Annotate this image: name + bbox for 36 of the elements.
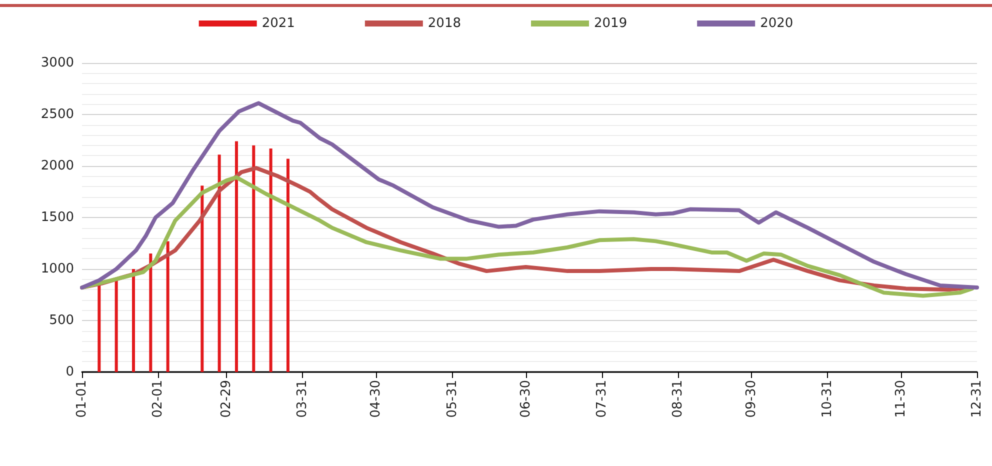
y-tick-label: 3000 — [40, 56, 74, 70]
x-tick-label: 09-30 — [744, 380, 759, 418]
x-tick-label: 03-31 — [295, 380, 310, 418]
x-tick-label: 12-31 — [970, 380, 984, 418]
bar — [269, 148, 272, 372]
y-tick-label: 1000 — [40, 262, 74, 276]
bar — [286, 158, 290, 372]
bar — [234, 141, 238, 372]
bar — [166, 241, 170, 372]
bar — [218, 154, 221, 372]
legend-label: 2020 — [760, 16, 794, 31]
legend-label: 2019 — [594, 16, 628, 31]
y-tick-label: 1500 — [40, 210, 74, 225]
x-tick-label: 10-31 — [820, 380, 835, 418]
bar — [149, 254, 152, 372]
bar — [252, 145, 256, 372]
bar — [114, 280, 118, 372]
x-tick-label: 11-30 — [893, 380, 908, 418]
x-tick-label: 06-30 — [518, 380, 534, 418]
y-tick-label: 500 — [49, 313, 74, 328]
x-tick-label: 04-30 — [368, 380, 384, 418]
y-tick-label: 0 — [66, 364, 74, 380]
x-tick-label: 05-31 — [444, 380, 460, 418]
bar — [98, 285, 101, 372]
x-tick-label: 02-01 — [150, 380, 166, 418]
line-series — [80, 101, 979, 290]
x-tick-label: 07-31 — [594, 380, 610, 418]
bar — [200, 186, 204, 372]
legend-label: 2018 — [428, 16, 462, 31]
y-tick-label: 2000 — [40, 158, 74, 174]
legend-label: 2021 — [262, 16, 295, 31]
bar — [132, 269, 135, 372]
y-tick-label: 2500 — [40, 107, 74, 122]
x-tick-label: 02-29 — [219, 380, 234, 418]
x-tick-label: 08-31 — [670, 380, 686, 418]
x-tick-label: 01-01 — [74, 380, 90, 418]
